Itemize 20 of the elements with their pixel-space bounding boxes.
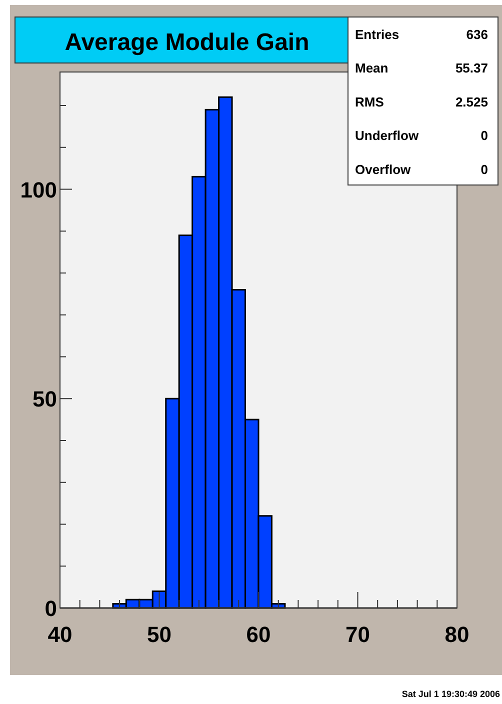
annotation: Overflow	[355, 162, 412, 177]
text: Entries	[355, 27, 400, 42]
annotation: 2.525	[455, 94, 488, 110]
text: 0	[480, 162, 488, 177]
text: Sat Jul 1 19:30:49 2006	[402, 689, 500, 699]
y-tick-label: 0	[44, 596, 57, 621]
x-tick-label: 80	[444, 622, 470, 647]
annotation: 55.37	[455, 60, 488, 76]
y-tick-label: 50	[32, 386, 57, 412]
annotation: Mean	[355, 60, 388, 76]
annotation: Underflow	[355, 128, 420, 144]
y-tick-label: 100	[20, 177, 57, 202]
annotation: RMS	[355, 94, 384, 110]
x-tick-label: 40	[48, 622, 72, 647]
x-tick-label: 70	[346, 622, 370, 647]
text: 0	[480, 128, 488, 144]
x-tick-label: 60	[246, 622, 271, 647]
chart-title: Average Module Gain	[64, 29, 310, 56]
x-tick-label: 50	[147, 622, 172, 647]
text: 636	[466, 27, 488, 42]
